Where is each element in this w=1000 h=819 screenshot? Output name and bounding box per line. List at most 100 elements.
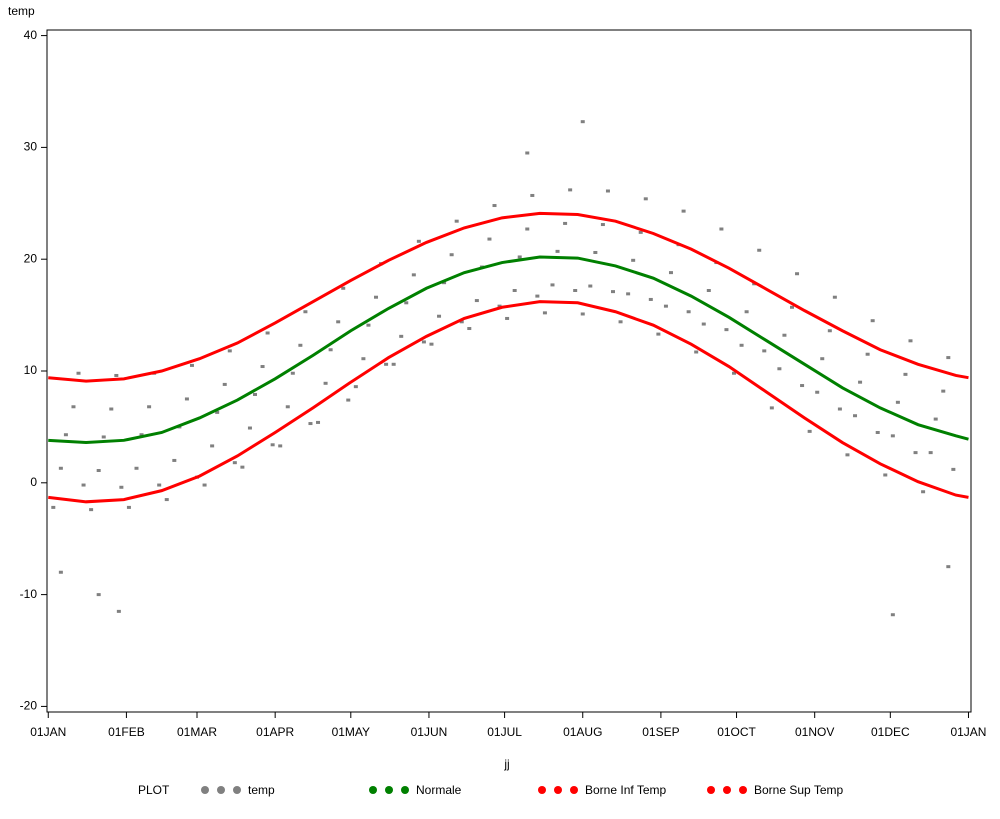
point [391, 362, 396, 366]
legend-label: temp [248, 783, 275, 797]
point [361, 357, 366, 361]
point [605, 189, 610, 193]
point [89, 508, 94, 512]
point [437, 314, 442, 318]
point [442, 281, 447, 285]
point [404, 301, 409, 305]
point [913, 451, 918, 455]
legend-swatch [723, 786, 731, 794]
point [719, 227, 724, 231]
legend-swatch [570, 786, 578, 794]
point [96, 469, 101, 473]
point [724, 328, 729, 332]
legend-swatch [201, 786, 209, 794]
point [316, 420, 321, 424]
point [384, 362, 389, 366]
y-tick-label: 10 [24, 363, 38, 377]
point [247, 426, 252, 430]
point [588, 284, 593, 288]
point [308, 422, 313, 426]
point [328, 348, 333, 352]
point [454, 219, 459, 223]
point [777, 367, 782, 371]
point [921, 490, 926, 494]
point [505, 316, 510, 320]
point [832, 295, 837, 299]
y-tick-label: 40 [24, 28, 38, 42]
point [497, 304, 502, 308]
point [157, 483, 162, 487]
point [96, 593, 101, 597]
point [706, 289, 711, 293]
point [782, 333, 787, 337]
legend-swatch [554, 786, 562, 794]
point [789, 305, 794, 309]
point [353, 385, 358, 389]
point [512, 289, 517, 293]
point [101, 435, 106, 439]
y-tick-label: -10 [20, 587, 38, 601]
legend-swatch [707, 786, 715, 794]
point [845, 453, 850, 457]
point [139, 433, 144, 437]
point [71, 405, 76, 409]
point [739, 343, 744, 347]
legend-label: Borne Sup Temp [754, 783, 843, 797]
point [815, 390, 820, 394]
point [416, 239, 421, 243]
point [580, 120, 585, 124]
point [429, 342, 434, 346]
point [643, 197, 648, 201]
x-tick-label: 01JUN [411, 725, 448, 739]
point [323, 381, 328, 385]
y-tick-label: 30 [24, 140, 38, 154]
line [48, 211, 969, 383]
point [278, 444, 283, 448]
point [618, 320, 623, 324]
point [865, 352, 870, 356]
point [119, 485, 124, 489]
point [346, 398, 351, 402]
point [227, 349, 232, 353]
point [701, 322, 706, 326]
y-tick-label: -20 [20, 699, 38, 713]
point [109, 407, 114, 411]
point [769, 406, 774, 410]
point [550, 283, 555, 287]
point [895, 400, 900, 404]
point [58, 466, 63, 470]
point [81, 483, 86, 487]
x-tick-label: 01JAN [30, 725, 66, 739]
point [535, 294, 540, 298]
point [366, 323, 371, 327]
point [290, 371, 295, 375]
point [837, 407, 842, 411]
legend-label: Normale [416, 783, 462, 797]
point [593, 250, 598, 254]
legend-swatch [401, 786, 409, 794]
point [487, 237, 492, 241]
y-tick-label: 0 [30, 475, 37, 489]
point [573, 289, 578, 293]
point [858, 380, 863, 384]
point [421, 340, 426, 344]
point [638, 230, 643, 234]
x-tick-label: 01OCT [717, 725, 756, 739]
point [63, 433, 68, 437]
point [449, 253, 454, 257]
point [202, 483, 207, 487]
point [240, 465, 245, 469]
point [285, 405, 290, 409]
point [172, 458, 177, 462]
point [51, 505, 56, 509]
point [411, 273, 416, 277]
point [951, 467, 956, 471]
x-tick-label: 01DEC [871, 725, 910, 739]
point [732, 371, 737, 375]
x-tick-label: 01AUG [563, 725, 602, 739]
point [800, 384, 805, 388]
point [147, 405, 152, 409]
point [580, 312, 585, 316]
x-tick-label: 01JAN [950, 725, 986, 739]
x-tick-label: 01SEP [642, 725, 679, 739]
